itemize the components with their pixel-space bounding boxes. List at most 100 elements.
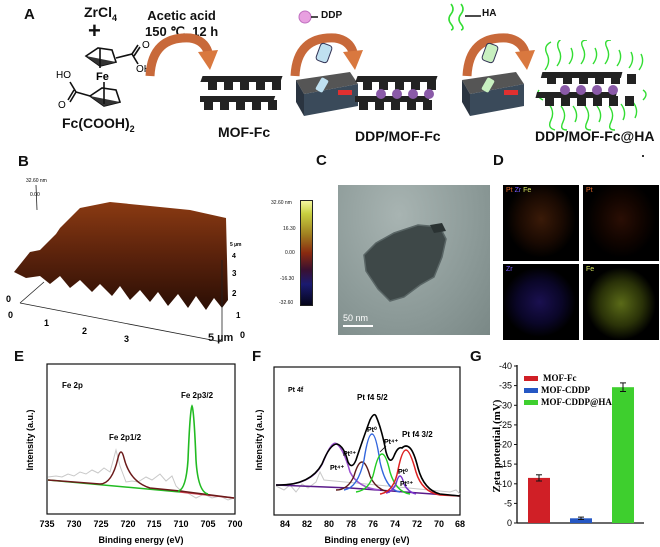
reactant-zrcl4-sub: 4 [112, 12, 118, 23]
pt4f-pt0-5-2 [343, 433, 401, 493]
eds-map-zr: Zr [503, 264, 579, 340]
pt4f-pt2plus-5-2 [335, 461, 391, 493]
afm-y-tick-2: 2 [232, 289, 237, 298]
pt4f-x-tick: 68 [455, 519, 465, 529]
fe2p-x-tick: 700 [227, 519, 242, 529]
afm-x-tick-5: 5 µm [208, 332, 234, 344]
zeta-y-tick: -40 [499, 361, 512, 371]
afm-surface [14, 202, 228, 310]
dot-marker [642, 155, 644, 157]
pt4f-pt4plus-label-2: Pt⁴⁺ [384, 439, 398, 446]
fe2p3-2-annotation: Fe 2p3/2 [181, 391, 214, 400]
product-mof-fc: MOF-Fc [218, 124, 271, 140]
pt4f-pt2plus-label-2: Pt²⁺ [400, 481, 413, 488]
pt4f-x-tick: 78 [346, 519, 356, 529]
pt4f-x-label: Binding energy (eV) [324, 535, 409, 545]
pt4f-pt0-7-2 [379, 449, 461, 497]
ligand-name: Fc(COOH)2 [62, 115, 135, 134]
fe2p1-2-annotation: Fe 2p1/2 [109, 433, 142, 442]
fe-atom-label: Fe [96, 71, 109, 83]
eds-label-fe: Fe [521, 187, 532, 194]
xps-pt4f-plot-area [273, 366, 461, 516]
zeta-y-tick: -30 [499, 400, 512, 410]
ddp-molecule-icon [298, 10, 318, 24]
pt4f-3-2-annotation: Pt f4 3/2 [402, 430, 433, 439]
zeta-y-tick: -25 [499, 420, 512, 430]
eds-map-pt-label: Pt [586, 187, 593, 194]
afm-x-tick-0: 0 [8, 310, 13, 320]
ha-chain-icon [448, 3, 481, 31]
panel-label-a: A [24, 6, 35, 23]
zeta-y-label: Zeta potential (mV) [491, 399, 503, 492]
fe2p3-2-fit [177, 404, 209, 495]
eds-map-pt: Pt [583, 185, 659, 261]
legend-swatch-mof-fc [524, 376, 538, 381]
pt4f-title: Pt 4f [288, 387, 304, 394]
bar-mof-cddp [570, 518, 592, 523]
panel-label-b: B [18, 153, 29, 170]
afm-x-tick-1: 1 [44, 318, 49, 328]
ddp-label: DDP [321, 10, 343, 21]
ho-left-label: HO [56, 70, 71, 81]
colorbar-tick-2: 0.00 [285, 250, 295, 256]
ultrasonic-bath-2-illustration [462, 42, 524, 116]
fe2p-x-label: Binding energy (eV) [98, 535, 183, 545]
o-left-label: O [58, 100, 66, 111]
zeta-y-tick: -35 [499, 381, 512, 391]
pt4f-x-tick: 76 [368, 519, 378, 529]
pt4f-pt0-label-1: Pt⁰ [367, 426, 377, 434]
pt4f-pt0-label-2: Pt⁰ [398, 468, 408, 476]
fe2p-x-tick: 725 [93, 519, 108, 529]
tem-scale-bar-label: 50 nm [343, 313, 369, 323]
curved-arrow-3-icon [462, 33, 535, 77]
panel-label-d: D [493, 152, 504, 169]
reactant-zrcl4-text: ZrCl [84, 4, 112, 20]
legend-swatch-mof-cddp-ha [524, 400, 538, 405]
ha-label: HA [482, 8, 497, 19]
pt4f-x-tick: 80 [324, 519, 334, 529]
pt4f-x-tick: 84 [280, 519, 290, 529]
colorbar-tick-1: 16.30 [283, 226, 296, 232]
legend-swatch-mof-cddp [524, 388, 538, 393]
eds-map-overlay: Pt Zr Fe [503, 185, 579, 261]
panel-label-c: C [316, 152, 327, 169]
fe2p-x-tick: 705 [200, 519, 215, 529]
eds-map-fe: Fe [583, 264, 659, 340]
afm-y-tick-5: 5 µm [230, 242, 242, 248]
panel-label-e: E [14, 348, 25, 365]
fe2p-x-tick: 730 [66, 519, 81, 529]
condition-solvent: Acetic acid [147, 8, 216, 23]
ligand-name-sub: 2 [129, 123, 135, 134]
ddp-mof-fc-ha-illustration [535, 40, 647, 131]
colorbar-tick-0: 32.60 nm [271, 200, 292, 206]
zeta-potential-bar-chart: 0 -5 -10 -15 -20 -25 -30 -35 -40 Zeta po… [491, 361, 644, 528]
fe2p-x-tick: 715 [146, 519, 161, 529]
xps-fe2p-chart: Fe 2p Fe 2p1/2 Fe 2p3/2 735 730 725 720 … [25, 363, 243, 545]
pt4f-pt2plus-label-1: Pt²⁺ [343, 451, 356, 458]
colorbar-tick-3: -16.30 [280, 276, 295, 282]
panel-label-f: F [252, 348, 262, 365]
pt4f-x-tick: 72 [412, 519, 422, 529]
legend-label-mof-cddp: MOF-CDDP [541, 385, 590, 395]
reactant-zrcl4: ZrCl4 [84, 4, 117, 23]
fe2p-y-label: Intensity (a.u.) [25, 409, 35, 470]
zeta-y-tick: -10 [499, 479, 512, 489]
reaction-conditions: Acetic acid 150 ℃, 12 h [145, 8, 218, 40]
eds-map-overlay-label: Pt Zr Fe [506, 187, 531, 194]
pt4f-x-tick: 70 [434, 519, 444, 529]
eds-label-pt: Pt [506, 187, 513, 194]
xps-fe2p-plot-area [46, 363, 236, 515]
colorbar-tick-4: -32.60 [279, 300, 294, 306]
fe2p-x-tick: 735 [39, 519, 54, 529]
afm-y-tick-1: 1 [236, 311, 241, 320]
afm-x-tick-3: 3 [124, 334, 129, 342]
condition-temp-time: 150 ℃, 12 h [145, 24, 219, 39]
product-ddp-mof-fc: DDP/MOF-Fc [355, 128, 441, 144]
pt4f-y-label: Intensity (a.u.) [254, 409, 264, 470]
pt4f-pt4plus-label-1: Pt⁴⁺ [330, 465, 344, 472]
legend-label-mof-fc: MOF-Fc [543, 373, 576, 383]
zeta-y-tick: -20 [499, 440, 512, 450]
ferrocene-dicarboxylic-acid-structure: Fe OH O HO O [56, 40, 150, 111]
legend-label-mof-cddp-ha: MOF-CDDP@HA [541, 397, 612, 407]
pt4f-x-tick: 82 [302, 519, 312, 529]
